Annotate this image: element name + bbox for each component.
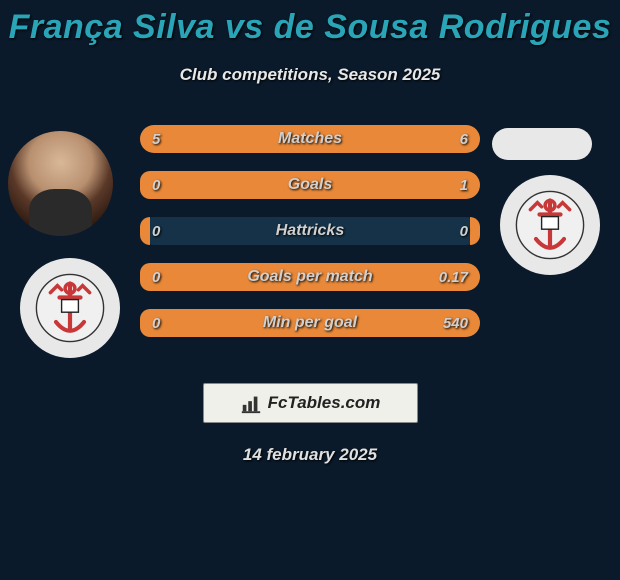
- player-left-avatar: [8, 131, 113, 236]
- stat-value-right: 0: [460, 223, 468, 240]
- stat-label: Matches: [140, 130, 480, 148]
- stat-label: Min per goal: [140, 314, 480, 332]
- stat-row: 5 Matches 6: [140, 125, 480, 153]
- player-right-avatar: [492, 128, 592, 160]
- infographic-date: 14 february 2025: [0, 445, 620, 465]
- stats-area: 5 Matches 6 0 Goals 1 0 Hattricks 0 0 Go…: [0, 113, 620, 373]
- stat-row: 0 Goals 1: [140, 171, 480, 199]
- bar-chart-icon: [240, 392, 262, 414]
- comparison-subtitle: Club competitions, Season 2025: [0, 65, 620, 85]
- stat-row: 0 Goals per match 0.17: [140, 263, 480, 291]
- brand-text: FcTables.com: [268, 393, 381, 413]
- stat-label: Goals per match: [140, 268, 480, 286]
- stat-value-right: 1: [460, 177, 468, 194]
- anchor-crest-icon: [515, 190, 585, 260]
- comparison-title: França Silva vs de Sousa Rodrigues: [0, 0, 620, 47]
- anchor-crest-icon: [35, 273, 105, 343]
- player-right-club-crest: [500, 175, 600, 275]
- stat-row: 0 Hattricks 0: [140, 217, 480, 245]
- stat-bars: 5 Matches 6 0 Goals 1 0 Hattricks 0 0 Go…: [140, 125, 480, 355]
- player-left-club-crest: [20, 258, 120, 358]
- stat-value-right: 540: [443, 315, 468, 332]
- stat-label: Hattricks: [140, 222, 480, 240]
- stat-label: Goals: [140, 176, 480, 194]
- stat-row: 0 Min per goal 540: [140, 309, 480, 337]
- stat-value-right: 0.17: [439, 269, 468, 286]
- brand-box: FcTables.com: [203, 383, 418, 423]
- stat-value-right: 6: [460, 131, 468, 148]
